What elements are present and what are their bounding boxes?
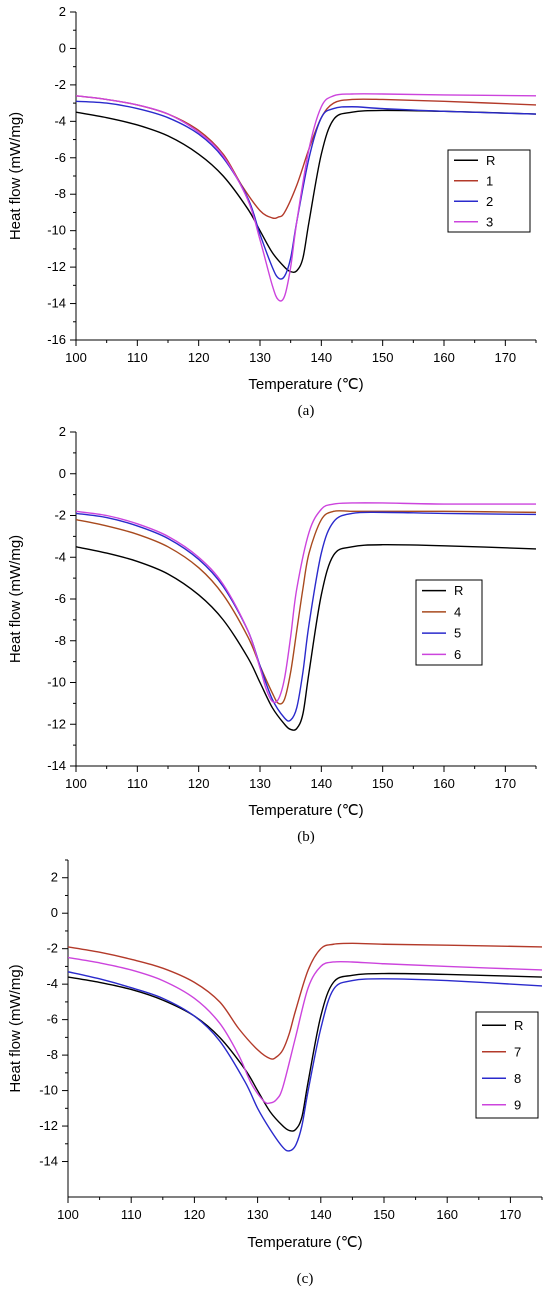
legend-box [447,149,531,233]
y-axis-title: Heat flow (mW/mg) [7,112,24,240]
panel-caption: (a) [298,403,315,419]
y-tick-label: -10 [39,1083,58,1098]
x-tick-label: 170 [494,776,516,791]
series-line-6 [76,502,536,704]
y-tick-label: 2 [51,870,58,885]
legend-box [415,579,483,666]
y-tick-label: -12 [47,716,66,731]
legend-label-5: 5 [454,626,461,641]
y-tick-label: -14 [47,758,66,773]
x-tick-label: 120 [188,350,210,365]
y-tick-label: -16 [47,332,66,347]
x-tick-label: 150 [372,350,394,365]
x-tick-label: 120 [188,776,210,791]
y-tick-label: -2 [54,508,66,523]
x-tick-label: 150 [372,776,394,791]
y-tick-label: -12 [47,259,66,274]
series-line-8 [68,971,542,1152]
legend-label-1: 1 [486,173,493,188]
legend-label-3: 3 [486,214,493,229]
y-axis-title: Heat flow (mW/mg) [7,535,24,663]
series-line-5 [76,511,536,722]
series-line-R [76,109,536,273]
x-tick-label: 140 [310,350,332,365]
series-line-R [68,972,542,1132]
series-line-4 [76,510,536,705]
x-tick-label: 110 [127,350,148,365]
y-tick-label: -4 [46,976,58,991]
y-tick-label: -14 [47,296,66,311]
y-tick-label: 0 [59,466,66,481]
y-tick-label: -6 [54,591,66,606]
series-line-9 [68,956,542,1105]
legend-label-9: 9 [514,1097,521,1112]
y-tick-label: -4 [54,549,66,564]
x-axis-title: Temperature (℃) [248,802,363,819]
x-tick-label: 130 [247,1207,269,1222]
y-tick-label: 0 [59,40,66,55]
x-tick-label: 170 [500,1207,522,1222]
y-tick-label: -8 [46,1047,58,1062]
series-line-7 [68,942,542,1060]
y-tick-label: 2 [59,4,66,19]
chart-panel-1: 100 110 120 130 140 150 160 170-16-14-12-10-8-6… [7,4,537,419]
x-tick-label: 160 [433,350,455,365]
x-tick-label: 170 [494,350,516,365]
legend-label-8: 8 [514,1071,521,1086]
chart-panel-2: 100 110 120 130 140 150 160 170 -14 -12 -10 -8 -6 -4 -… [7,424,537,845]
y-tick-label: -6 [46,1012,58,1027]
y-tick-label: -2 [54,77,66,92]
y-tick-label: -2 [46,941,58,956]
panel-caption: (b) [297,829,315,845]
x-tick-label: 100 [57,1207,79,1222]
y-tick-label: -8 [54,186,66,201]
x-tick-label: 160 [436,1207,458,1222]
y-tick-label: 0 [51,905,58,920]
x-tick-label: 140 [310,1207,332,1222]
x-axis-title: Temperature (℃) [248,376,363,393]
y-axis-title: Heat flow (mW/mg) [7,964,24,1092]
y-tick-label: -12 [39,1118,58,1133]
y-tick-label: -10 [47,675,66,690]
legend-label-R: R [514,1018,523,1033]
chart-panel-3: 100 110 120 130 140 150 160 170 -14 -12 -10 -8 -6 -4 -… [7,859,543,1287]
x-tick-label: 100 [65,350,87,365]
legend-box [475,1011,539,1119]
x-tick-label: 160 [433,776,455,791]
x-tick-label: 150 [373,1207,395,1222]
series-line-R [76,543,536,731]
x-tick-label: 130 [249,350,271,365]
series-line-3 [76,93,536,302]
legend-label-6: 6 [454,647,461,662]
x-tick-label: 130 [249,776,271,791]
x-axis-title: Temperature (℃) [247,1234,362,1251]
x-tick-label: 120 [184,1207,206,1222]
legend-label-4: 4 [454,604,461,619]
legend-label-R: R [454,583,463,598]
legend-label-R: R [486,153,495,168]
y-tick-label: -8 [54,633,66,648]
x-tick-label: 100 [65,776,87,791]
y-tick-label: -6 [54,150,66,165]
legend-label-7: 7 [514,1044,521,1059]
x-tick-label: 110 [121,1207,142,1222]
y-tick-label: -14 [39,1154,58,1169]
legend-label-2: 2 [486,194,493,209]
y-tick-label: -4 [54,113,66,128]
panel-caption: (c) [297,1271,314,1287]
y-tick-label: -10 [47,223,66,238]
x-tick-label: 110 [127,776,148,791]
y-tick-label: 2 [59,424,66,439]
x-tick-label: 140 [310,776,332,791]
series-line-2 [76,100,536,280]
